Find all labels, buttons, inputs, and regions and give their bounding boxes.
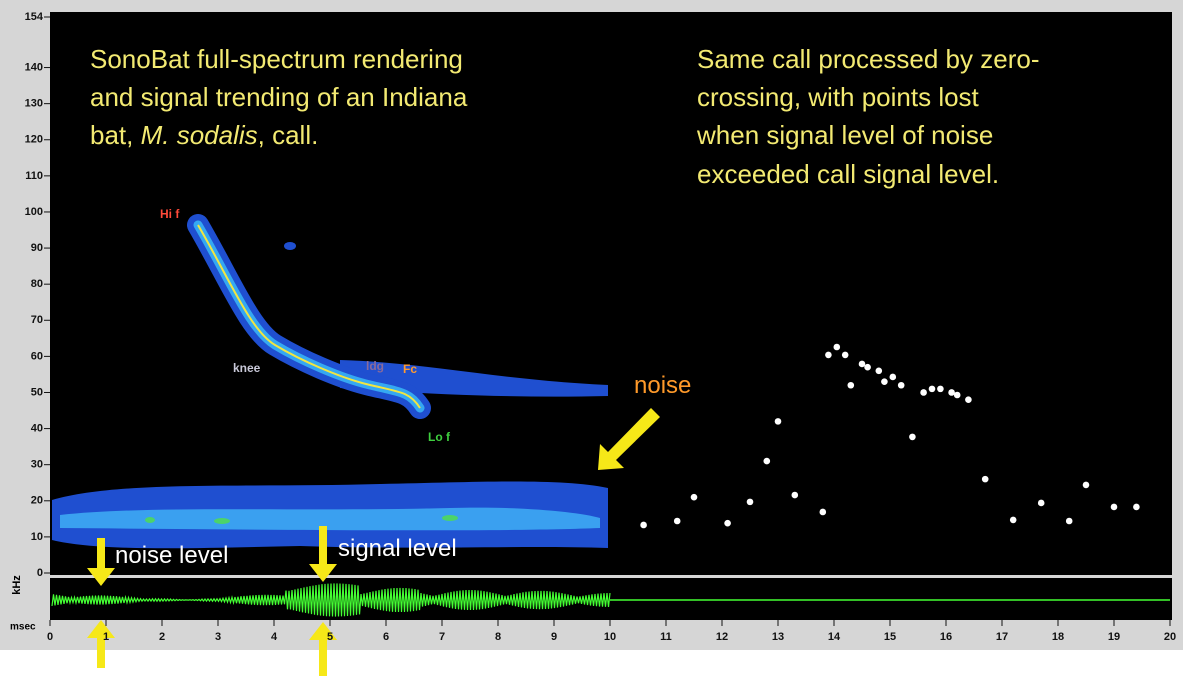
x-tick-label: 11 [660, 631, 672, 643]
zero-crossing-point [890, 374, 897, 381]
chart: SonoBat full-spectrum rendering and sign… [0, 0, 1183, 679]
y-tick-label: 110 [25, 170, 43, 182]
zero-crossing-point [724, 520, 731, 527]
zero-crossing-point [640, 522, 647, 529]
zero-crossing-point [876, 368, 883, 375]
x-axis-label: msec [10, 622, 36, 633]
left-text: bat, M. sodalis, call. [90, 120, 318, 150]
zero-crossing-point [764, 458, 771, 465]
lo-f-label: Lo f [428, 430, 451, 444]
zero-crossing-point [834, 344, 841, 351]
y-tick-label: 140 [25, 61, 43, 73]
right-text: Same call processed by zero- [697, 44, 1039, 74]
y-tick-label: 154 [25, 11, 44, 23]
x-tick-label: 2 [159, 631, 165, 643]
zero-crossing-point [965, 396, 972, 403]
x-tick-label: 9 [551, 631, 557, 643]
x-tick-label: 10 [604, 631, 616, 643]
y-tick-label: 120 [25, 134, 43, 146]
zero-crossing-point [920, 389, 927, 396]
noise-peak [442, 515, 458, 521]
knee-label: knee [233, 361, 261, 375]
zero-crossing-point [1038, 500, 1045, 507]
zero-crossing-point [691, 494, 698, 501]
x-tick-label: 4 [271, 631, 278, 643]
zero-crossing-point [982, 476, 989, 483]
zero-crossing-point [674, 518, 681, 525]
zero-crossing-point [842, 352, 849, 359]
y-tick-label: 40 [31, 422, 43, 434]
y-tick-label: 60 [31, 350, 43, 362]
noise-spot [284, 242, 296, 250]
waveform-area [50, 578, 1172, 620]
zero-crossing-point [859, 361, 866, 368]
noise-level-label: noise level [115, 542, 228, 569]
noise-peak [145, 517, 155, 523]
zero-crossing-point [825, 352, 832, 359]
y-tick-label: 90 [31, 242, 43, 254]
x-tick-label: 7 [439, 631, 445, 643]
zero-crossing-point [1111, 504, 1118, 511]
zero-crossing-point [820, 509, 827, 516]
y-tick-label: 20 [31, 495, 43, 507]
zero-crossing-point [1133, 504, 1140, 511]
x-tick-label: 15 [884, 631, 896, 643]
x-tick-label: 14 [828, 631, 841, 643]
left-text: SonoBat full-spectrum rendering [90, 44, 463, 74]
ldg-label: ldg [366, 359, 384, 373]
x-tick-label: 5 [327, 631, 333, 643]
zero-crossing-point [898, 382, 905, 389]
y-tick-label: 50 [31, 386, 43, 398]
y-tick-label: 100 [25, 206, 43, 218]
x-tick-label: 0 [47, 631, 53, 643]
y-tick-label: 130 [25, 98, 43, 110]
hi-f-label: Hi f [160, 207, 180, 221]
right-text: exceeded call signal level. [697, 159, 999, 189]
x-tick-label: 13 [772, 631, 784, 643]
zero-crossing-point [1066, 518, 1073, 525]
x-tick-label: 17 [996, 631, 1008, 643]
y-tick-label: 10 [31, 531, 43, 543]
x-tick-label: 3 [215, 631, 221, 643]
fc-label: Fc [403, 362, 417, 376]
noise-peak [214, 518, 230, 524]
zero-crossing-point [747, 499, 754, 506]
zero-crossing-point [792, 492, 799, 499]
y-tick-label: 80 [31, 278, 43, 290]
left-text-part: M. sodalis [141, 120, 258, 150]
y-tick-label: 70 [31, 314, 43, 326]
zero-crossing-point [1083, 482, 1090, 489]
y-tick-label: 0 [37, 567, 43, 579]
left-text-part: , call. [258, 120, 319, 150]
zero-crossing-point [909, 434, 916, 441]
x-tick-label: 1 [103, 631, 109, 643]
left-text-part: bat, [90, 120, 141, 150]
zero-crossing-point [1010, 517, 1017, 524]
zero-crossing-point [937, 386, 944, 393]
signal-level-label: signal level [338, 535, 457, 562]
x-tick-label: 19 [1108, 631, 1120, 643]
noise-label: noise [634, 372, 691, 399]
x-tick-label: 18 [1052, 631, 1064, 643]
y-tick-label: 30 [31, 459, 43, 471]
y-axis-label: kHz [11, 575, 23, 595]
zero-crossing-point [954, 392, 961, 399]
zero-crossing-point [929, 386, 936, 393]
zero-crossing-point [881, 378, 888, 385]
right-text: when signal level of noise [696, 120, 993, 150]
x-tick-label: 8 [495, 631, 501, 643]
x-tick-label: 20 [1164, 631, 1176, 643]
right-text: crossing, with points lost [697, 82, 980, 112]
zero-crossing-point [864, 364, 871, 371]
noise-band-core [60, 508, 600, 531]
x-tick-label: 6 [383, 631, 389, 643]
left-text: and signal trending of an Indiana [90, 82, 468, 112]
zero-crossing-point [848, 382, 855, 389]
x-tick-label: 12 [716, 631, 728, 643]
x-tick-label: 16 [940, 631, 952, 643]
zero-crossing-point [775, 418, 782, 425]
